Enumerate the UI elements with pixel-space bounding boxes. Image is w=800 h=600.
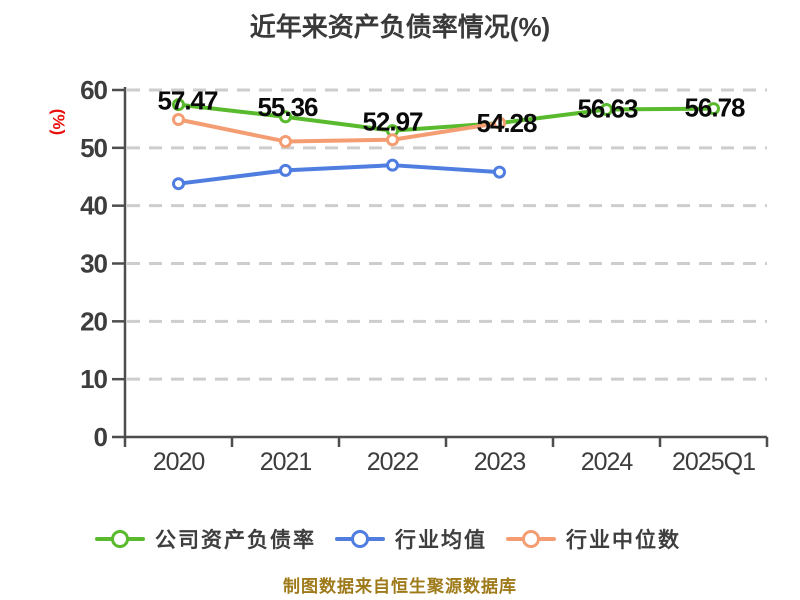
data-source-note: 制图数据来自恒生聚源数据库 [283,577,517,596]
series-line-0 [176,102,716,133]
point-value-label: 56.63 [577,93,638,123]
x-tick-label: 2021 [260,448,312,476]
legend-label: 行业中位数 [566,529,681,552]
data-point-marker-2 [386,133,399,147]
point-value-label: 57.47 [157,86,218,116]
y-tick-label: 10 [80,364,107,394]
point-value-label: 56.78 [684,93,745,123]
legend-ring-icon [111,530,129,548]
y-tick-label: 60 [80,75,107,105]
x-tick-label: 2023 [474,448,526,476]
legend: 公司资产负债率 行业均值 行业中位数 [95,522,755,556]
series-line-1 [176,163,502,186]
data-point-marker-0 [600,102,613,116]
y-tick-label: 0 [94,422,108,452]
legend-label: 行业均值 [395,529,487,552]
y-tick-label: 40 [80,191,107,221]
point-value-label: 55.36 [257,92,318,122]
data-point-marker-1 [279,163,292,177]
y-tick-label: 50 [80,133,107,163]
x-tick-label: 2022 [367,448,419,476]
legend-marker-icon [335,530,385,548]
legend-item-2: 行业中位数 [506,524,681,554]
data-point-marker-0 [707,102,720,116]
data-point-marker-2 [172,112,185,126]
data-point-marker-1 [493,165,506,179]
x-tick-label: 2024 [581,448,634,476]
series-line-2 [176,117,502,144]
legend-item-1: 行业均值 [335,524,487,554]
legend-label: 公司资产负债率 [155,529,316,552]
point-value-label: 54.28 [476,108,537,138]
legend-item-0: 公司资产负债率 [95,524,316,554]
data-point-marker-2 [493,116,506,130]
y-tick-label: 20 [80,306,107,336]
x-tick-label: 2020 [153,448,205,476]
legend-marker-icon [506,530,556,548]
legend-marker-icon [95,530,145,548]
legend-ring-icon [522,530,540,548]
data-point-marker-0 [172,98,185,112]
y-tick-label: 30 [80,249,107,279]
data-point-marker-1 [386,158,399,172]
point-value-label: 52.97 [362,107,423,137]
data-point-marker-1 [172,177,185,191]
legend-ring-icon [351,530,369,548]
chart-title: 近年来资产负债率情况(%) [249,12,551,42]
x-tick-label: 2025Q1 [672,448,755,476]
data-point-marker-0 [279,110,292,124]
data-point-marker-2 [279,134,292,148]
